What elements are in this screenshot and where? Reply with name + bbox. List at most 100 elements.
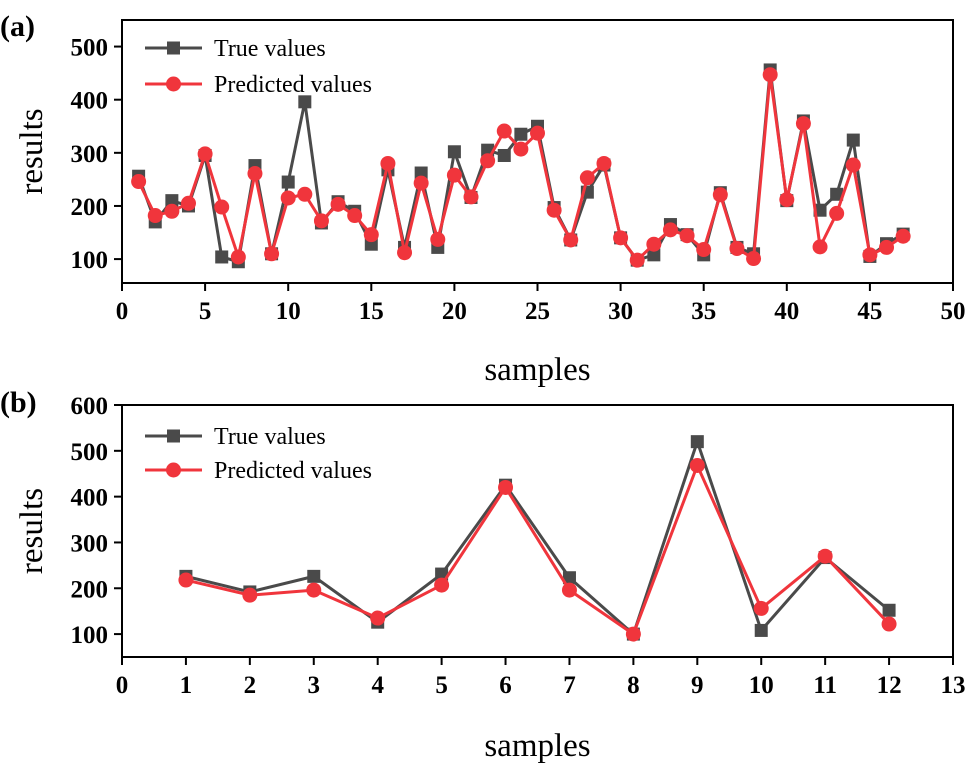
data-point-circle [397, 245, 413, 261]
legend: True values Predicted values [145, 424, 372, 484]
data-point-circle [463, 189, 479, 205]
data-point-circle [264, 246, 280, 262]
data-point-circle [214, 199, 230, 215]
data-point-circle [729, 240, 745, 256]
data-point-circle [845, 157, 861, 173]
data-point-circle [147, 208, 163, 224]
x-tick-label: 9 [691, 672, 704, 699]
data-point-square [882, 603, 896, 617]
x-tick-label: 2 [244, 672, 257, 699]
series-predicted-values [178, 457, 897, 642]
legend-label: True values [214, 424, 326, 450]
data-point-square [562, 571, 576, 585]
y-tick-label: 100 [71, 247, 109, 274]
x-tick-label: 20 [442, 298, 467, 325]
data-point-square [307, 569, 321, 583]
data-point-square [846, 133, 860, 147]
legend-label: True values [214, 36, 326, 62]
x-tick-label: 10 [276, 298, 301, 325]
data-point-circle [561, 582, 577, 598]
x-tick-label: 30 [608, 298, 633, 325]
data-point-circle [413, 175, 429, 191]
x-tick-label: 1 [180, 672, 193, 699]
data-point-square [298, 95, 312, 109]
x-tick-label: 13 [941, 672, 966, 699]
data-point-square [435, 567, 449, 581]
data-point-circle [380, 155, 396, 171]
x-tick-label: 11 [813, 672, 837, 699]
data-point-circle [480, 153, 496, 169]
data-point-square [497, 148, 511, 162]
data-point-square [690, 435, 704, 449]
x-tick-label: 40 [774, 298, 799, 325]
data-point-circle [779, 192, 795, 208]
legend-marker-square [167, 41, 180, 55]
legend-label: Predicted values [214, 458, 372, 484]
data-point-square [447, 145, 461, 159]
x-tick-label: 35 [691, 298, 716, 325]
data-point-square [514, 127, 528, 141]
y-tick-label: 500 [71, 35, 109, 62]
x-tick-label: 0 [116, 298, 129, 325]
data-point-circle [596, 155, 612, 171]
legend-marker-circle [166, 462, 181, 478]
data-point-circle [247, 166, 263, 182]
x-tick-label: 5 [435, 672, 448, 699]
legend-label: Predicted values [214, 72, 372, 98]
data-point-circle [696, 242, 712, 258]
x-tick-label: 4 [371, 672, 384, 699]
data-point-circle [629, 252, 645, 268]
y-tick-label: 300 [71, 530, 109, 557]
x-tick-label: 25 [525, 298, 550, 325]
data-point-circle [363, 227, 379, 243]
data-point-square [281, 175, 295, 189]
data-point-circle [546, 202, 562, 218]
data-point-circle [180, 195, 196, 211]
data-point-circle [712, 187, 728, 203]
legend-marker-circle [166, 76, 181, 92]
data-point-circle [370, 610, 386, 626]
data-point-circle [563, 232, 579, 248]
data-point-circle [762, 67, 778, 83]
y-tick-label: 600 [71, 393, 109, 420]
x-tick-label: 3 [308, 672, 321, 699]
data-point-circle [625, 626, 641, 642]
data-point-circle [817, 548, 833, 564]
y-tick-label: 200 [71, 194, 109, 221]
data-point-circle [795, 116, 811, 132]
data-point-circle [446, 167, 462, 183]
x-tick-label: 15 [359, 298, 384, 325]
data-point-circle [434, 577, 450, 593]
data-point-circle [753, 600, 769, 616]
x-tick-label: 50 [941, 298, 966, 325]
x-tick-label: 5 [199, 298, 212, 325]
data-point-circle [280, 190, 296, 206]
legend-marker-square [167, 429, 180, 443]
panel-label: (b) [0, 386, 37, 419]
panel-label: (a) [0, 10, 35, 43]
x-axis-title: samples [484, 728, 590, 764]
data-point-circle [879, 239, 895, 255]
data-point-square [830, 187, 844, 201]
y-tick-label: 500 [71, 439, 109, 466]
x-axis-title: samples [484, 352, 590, 388]
data-point-circle [306, 582, 322, 598]
x-tick-label: 6 [499, 672, 512, 699]
y-tick-label: 400 [71, 88, 109, 115]
data-point-circle [862, 247, 878, 263]
data-point-circle [197, 146, 213, 162]
data-point-square [754, 623, 768, 637]
x-tick-label: 8 [627, 672, 640, 699]
data-point-circle [812, 239, 828, 255]
y-axis-title: results [14, 488, 50, 574]
data-point-square [647, 248, 661, 262]
y-axis-title: results [14, 108, 50, 194]
data-point-circle [881, 616, 897, 632]
data-point-circle [164, 203, 180, 219]
y-tick-label: 100 [71, 622, 109, 649]
data-point-circle [513, 141, 529, 157]
x-tick-label: 12 [877, 672, 902, 699]
data-point-circle [496, 123, 512, 139]
data-point-circle [530, 125, 545, 141]
